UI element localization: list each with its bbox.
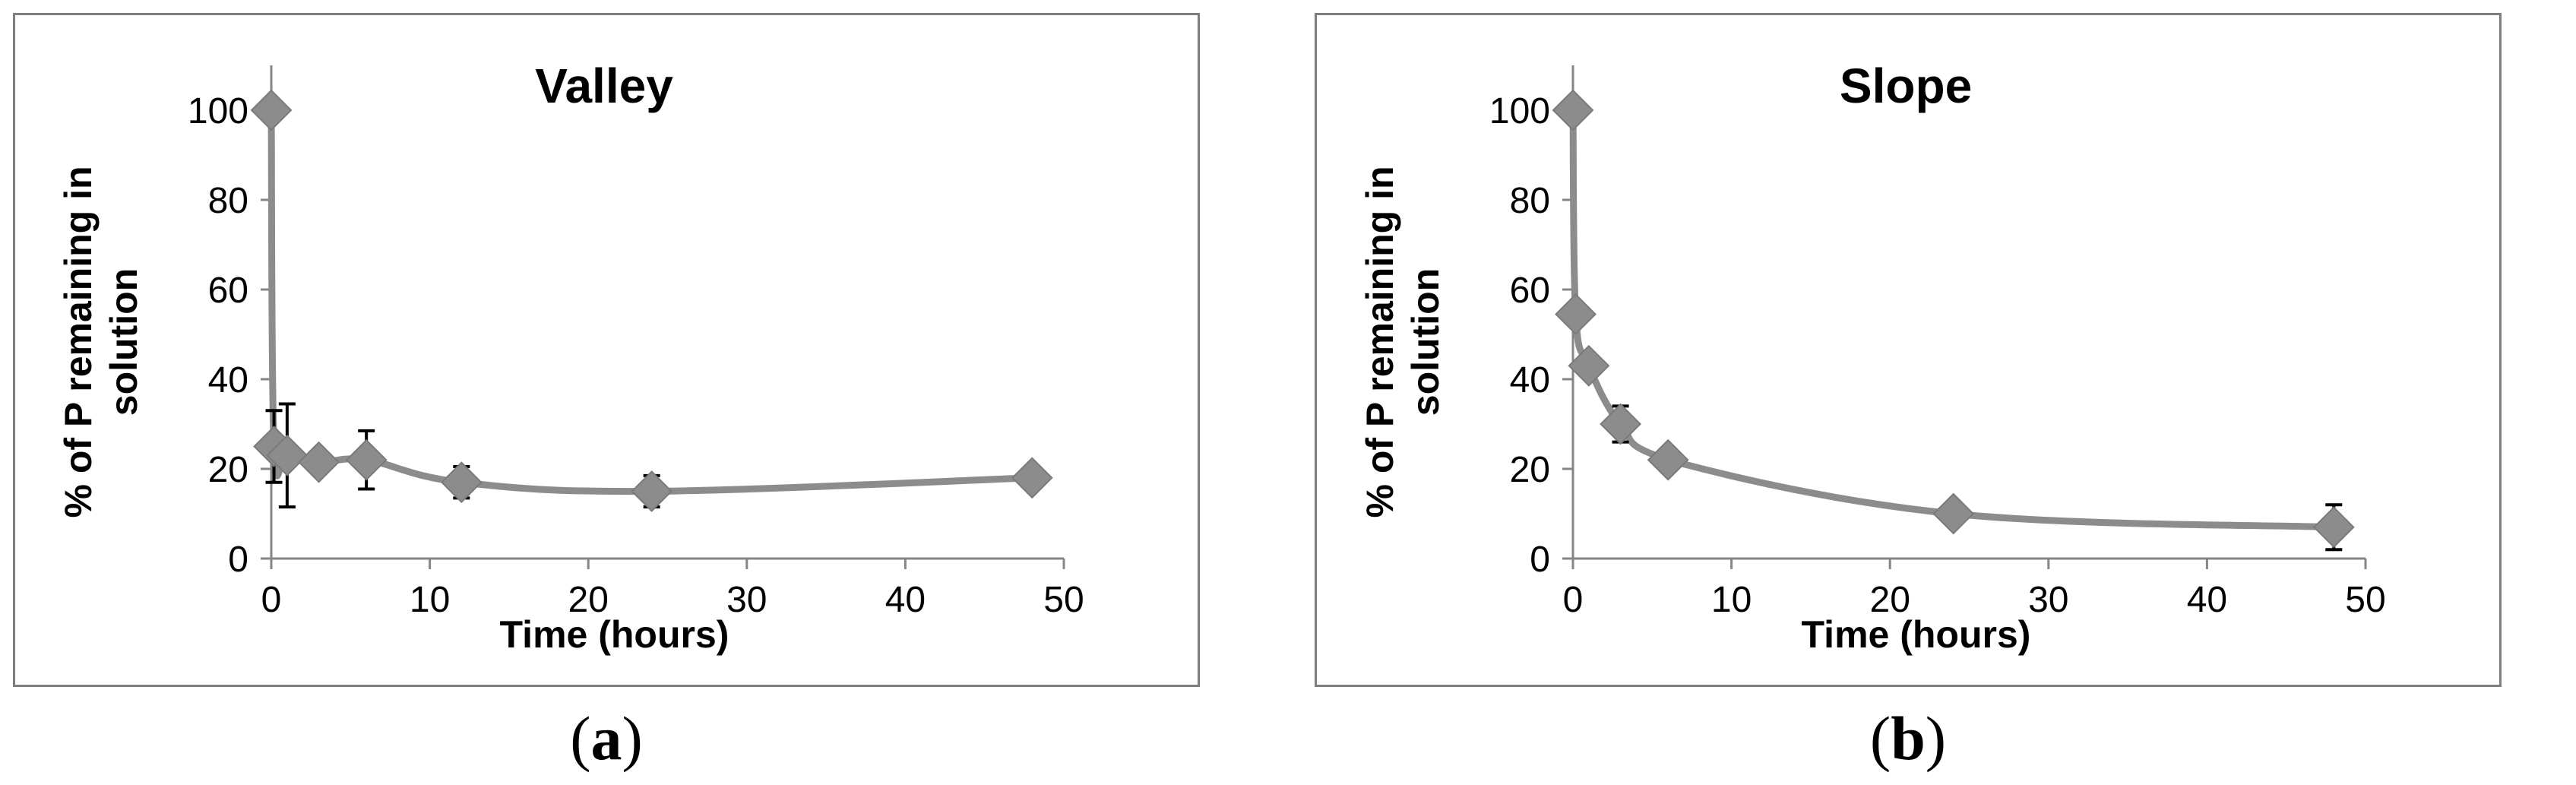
y-tick-label: 20 (1510, 450, 1550, 490)
series-line (1569, 106, 2337, 531)
data-point (1552, 89, 1594, 131)
x-tick-label: 30 (726, 580, 767, 620)
data-point (440, 461, 483, 504)
y-axis-label-line: solution (1404, 268, 1447, 416)
x-tick-label: 10 (1711, 580, 1752, 620)
chart-title: Slope (1840, 59, 1972, 113)
caption-b: (b) (1869, 704, 1947, 773)
y-axis-label-line: % of P remaining in (57, 166, 100, 518)
chart-panel-slope: 0 20 40 60 80 100 0 10 20 30 40 50 Time (hours) % of … (1315, 13, 2502, 687)
caption-b-letter: b (1891, 704, 1926, 773)
y-tick-label: 40 (208, 360, 248, 400)
data-point (1600, 403, 1641, 445)
y-tick-label: 100 (1489, 91, 1550, 131)
data-point (298, 441, 340, 483)
data-point (266, 434, 309, 476)
data-point (1555, 293, 1597, 335)
data-point (1647, 438, 1689, 481)
y-tick-label: 60 (208, 271, 248, 311)
data-point (1932, 492, 1975, 535)
x-axis-label: Time (hours) (500, 613, 729, 656)
x-tick-label: 50 (2345, 580, 2385, 620)
caption-a: (a) (570, 704, 643, 773)
chart-panel-valley: 0 20 40 60 80 100 0 10 20 30 40 50 Time (hours) % of … (13, 13, 1200, 687)
x-tick-label: 10 (410, 580, 450, 620)
data-point (631, 470, 673, 512)
y-axis-label-line: solution (103, 268, 145, 416)
y-tick-label: 20 (208, 450, 248, 490)
y-tick-label: 0 (1530, 540, 1550, 580)
chart-title: Valley (535, 59, 673, 113)
y-tick-label: 40 (1510, 360, 1550, 400)
series-line (267, 106, 1036, 495)
chart-valley: 0 20 40 60 80 100 0 10 20 30 40 50 Time (hours) % of … (57, 59, 1084, 656)
x-tick-label: 0 (261, 580, 282, 620)
caption-a-letter: a (590, 704, 622, 773)
chart-slope: 0 20 40 60 80 100 0 10 20 30 40 50 Time (hours) % of … (1359, 59, 2386, 656)
data-point (250, 89, 293, 131)
x-tick-label: 0 (1563, 580, 1584, 620)
x-axis-label: Time (hours) (1802, 613, 2031, 656)
y-axis-label-line: % of P remaining in (1359, 166, 1401, 518)
y-axis-label: % of P remaining insolution (1359, 166, 1447, 518)
x-tick-label: 40 (2187, 580, 2227, 620)
y-tick-label: 80 (208, 181, 248, 221)
data-point (1011, 457, 1053, 499)
y-axis-label: % of P remaining insolution (57, 166, 145, 518)
y-tick-label: 100 (188, 91, 248, 131)
x-tick-label: 40 (885, 580, 926, 620)
x-tick-label: 20 (568, 580, 609, 620)
data-point (1568, 344, 1610, 387)
data-point (345, 438, 388, 481)
y-tick-label: 80 (1510, 181, 1550, 221)
y-tick-label: 60 (1510, 271, 1550, 311)
x-tick-label: 50 (1043, 580, 1084, 620)
y-tick-label: 0 (228, 540, 248, 580)
x-tick-label: 30 (2028, 580, 2068, 620)
x-tick-label: 20 (1870, 580, 1910, 620)
data-point (2312, 506, 2355, 549)
